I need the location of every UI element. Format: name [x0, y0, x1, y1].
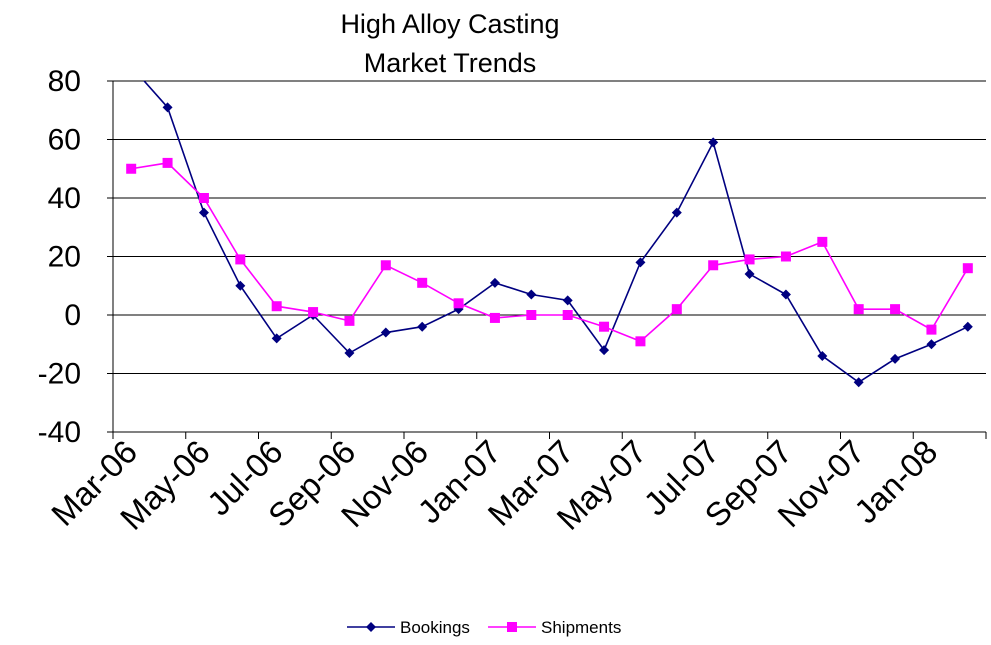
shipments-point [235, 254, 246, 265]
shipments-point [962, 263, 973, 274]
chart-title-line-2: Market Trends [364, 48, 537, 78]
bookings-point [817, 350, 828, 361]
y-tick-label: 0 [64, 299, 81, 332]
bookings-point [417, 321, 428, 332]
shipments-point [635, 336, 646, 347]
series-group [126, 81, 973, 388]
bookings-point [489, 277, 500, 288]
bookings-point [962, 321, 973, 332]
y-tick-label: 40 [48, 182, 81, 215]
legend-item-shipments: Shipments [488, 618, 621, 637]
bookings-point [635, 257, 646, 268]
shipments-point [489, 312, 500, 323]
y-tick-label: -40 [38, 416, 81, 449]
shipments-point [380, 260, 391, 271]
y-axis-tick-labels: 80 60 40 20 0 -20 -40 [38, 65, 81, 449]
shipments-point [271, 301, 282, 312]
shipments-line [131, 162, 969, 343]
shipments-point [708, 260, 719, 271]
legend: Bookings Shipments [347, 618, 621, 637]
bookings-point [235, 280, 246, 291]
shipments-point [344, 315, 355, 326]
chart-title: High Alloy Casting Market Trends [340, 9, 559, 78]
shipments-point [599, 321, 610, 332]
shipments-point [162, 157, 173, 168]
y-tick-label: 60 [48, 124, 81, 157]
bookings-point [344, 348, 355, 359]
gridlines [113, 80, 986, 374]
bookings-point [853, 377, 864, 388]
shipments-point [780, 251, 791, 262]
x-tick-label: Jan-08 [847, 433, 945, 531]
bookings-point [198, 207, 209, 218]
bookings-point [526, 289, 537, 300]
legend-marker [507, 622, 517, 632]
shipments-point [817, 236, 828, 247]
shipments-point [526, 310, 537, 320]
x-axis-tick-labels: Mar-06May-06Jul-06Sep-06Nov-06Jan-07Mar-… [44, 433, 944, 537]
shipments-point [417, 277, 428, 288]
y-tick-label: 20 [48, 241, 81, 274]
series-shipments [126, 157, 973, 347]
shipments-point [926, 324, 937, 335]
axes [107, 80, 987, 439]
legend-item-bookings: Bookings [347, 618, 470, 637]
bookings-point [890, 353, 901, 364]
shipments-point [453, 298, 464, 309]
series-bookings [143, 81, 973, 388]
bookings-line [143, 81, 969, 384]
bookings-point [380, 327, 391, 338]
shipments-point [562, 310, 573, 320]
bookings-point [780, 289, 791, 300]
y-tick-label: -20 [38, 358, 81, 391]
shipments-point [853, 304, 864, 315]
bookings-point [744, 269, 755, 280]
bookings-point [671, 207, 682, 218]
shipments-point [744, 254, 755, 265]
y-tick-label: 80 [48, 65, 81, 98]
bookings-point [599, 345, 610, 356]
bookings-point [271, 333, 282, 344]
bookings-point [926, 339, 937, 350]
chart-title-line-1: High Alloy Casting [340, 9, 559, 39]
shipments-point [671, 304, 682, 315]
legend-marker [366, 622, 376, 632]
shipments-point [126, 163, 137, 174]
bookings-point [162, 102, 173, 113]
bookings-point [562, 295, 573, 306]
shipments-point [198, 193, 209, 203]
shipments-point [308, 307, 319, 318]
bookings-point [708, 137, 719, 148]
shipments-point [890, 304, 901, 315]
legend-label: Bookings [400, 618, 470, 637]
legend-label: Shipments [541, 618, 621, 637]
